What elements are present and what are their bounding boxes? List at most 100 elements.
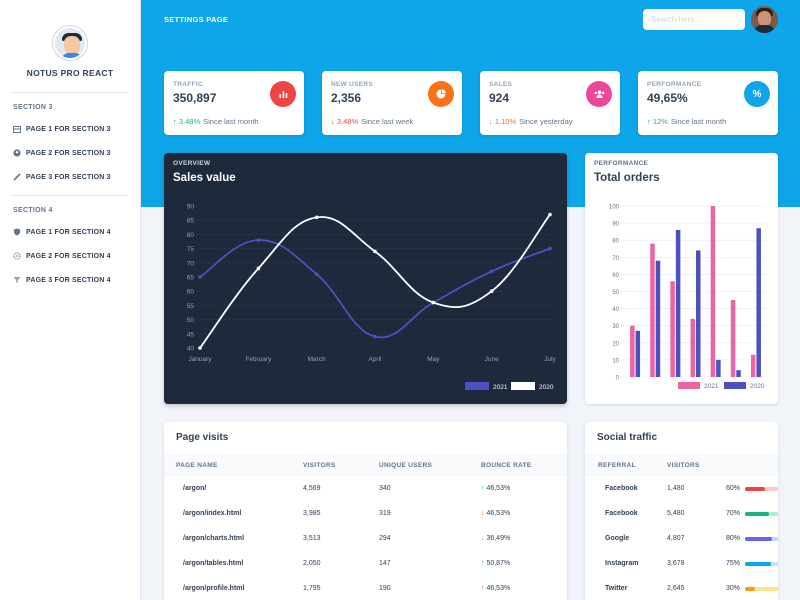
brand[interactable]: NOTUS PRO REACT bbox=[0, 0, 140, 78]
cell-visitors: 3,985 bbox=[303, 510, 321, 517]
stat-change: ↑ 3.48% bbox=[173, 117, 201, 126]
sidebar-item-page3-section3[interactable]: PAGE 3 FOR SECTION 3 bbox=[0, 165, 140, 189]
table-row[interactable]: Google 4,807 80% bbox=[585, 527, 778, 552]
chart-subtitle: PERFORMANCE bbox=[594, 160, 649, 167]
cell-percent: 80% bbox=[726, 535, 741, 542]
table-row[interactable]: /argon/index.html 3,985 319 ↓ 46,53% bbox=[164, 502, 567, 527]
sidebar-section-title: SECTION 4 bbox=[13, 207, 53, 214]
x-tick-label: July bbox=[544, 356, 556, 363]
stat-change: ↓ 1.10% bbox=[489, 117, 517, 126]
sidebar-item-page1-section3[interactable]: PAGE 1 FOR SECTION 3 bbox=[0, 117, 140, 141]
arrow-up-icon: ↑ bbox=[647, 117, 651, 126]
cell-visitors: 1,795 bbox=[303, 585, 321, 592]
stat-title: NEW USERS bbox=[331, 81, 374, 88]
bar-2020 bbox=[696, 250, 701, 377]
arrow-up-icon: ↑ bbox=[173, 117, 177, 126]
cell-referral: Facebook bbox=[605, 485, 638, 492]
cell-percent: 70% bbox=[726, 510, 741, 517]
y-tick-label: 60 bbox=[187, 289, 195, 296]
x-tick-label: January bbox=[188, 356, 212, 363]
table-title: Page visits bbox=[176, 432, 229, 443]
table-row[interactable]: Instagram 3,678 75% bbox=[585, 552, 778, 577]
arrow-up-icon: ↑ bbox=[481, 485, 485, 492]
progress-bar bbox=[745, 487, 778, 491]
page-title: SETTINGS PAGE bbox=[164, 15, 229, 24]
y-tick-label: 55 bbox=[187, 303, 195, 310]
cell-referral: Twitter bbox=[605, 585, 628, 592]
table-row[interactable]: Facebook 1,480 60% bbox=[585, 477, 778, 502]
cell-bounce-rate: ↓ 36,49% bbox=[481, 535, 511, 542]
sidebar-section-title: SECTION 3 bbox=[13, 104, 53, 111]
table-header: PAGE NAME VISITORS UNIQUE USERS BOUNCE R… bbox=[164, 454, 567, 476]
sidebar: NOTUS PRO REACT SECTION 3 PAGE 1 FOR SEC… bbox=[0, 0, 141, 600]
stat-note: Since last week bbox=[361, 117, 414, 126]
arrow-up-icon: ↑ bbox=[481, 560, 485, 567]
paint-brush-icon bbox=[13, 173, 21, 181]
table-row[interactable]: Twitter 2,645 30% bbox=[585, 577, 778, 600]
cell-visitors: 3,513 bbox=[303, 535, 321, 542]
stat-card-performance: PERFORMANCE 49,65% % ↑ 12% Since last mon… bbox=[638, 71, 778, 135]
arrow-down-icon: ↓ bbox=[481, 535, 485, 542]
column-header: UNIQUE USERS bbox=[379, 462, 433, 469]
chart-title: Sales value bbox=[173, 172, 236, 184]
legend-label: 2021 bbox=[704, 383, 719, 390]
chart-title: Total orders bbox=[594, 172, 660, 184]
cell-unique-users: 319 bbox=[379, 510, 391, 517]
divider bbox=[12, 92, 128, 93]
data-point bbox=[373, 249, 377, 254]
table-row[interactable]: Facebook 5,480 70% bbox=[585, 502, 778, 527]
chart-pie-icon bbox=[428, 81, 454, 107]
shield-icon bbox=[13, 228, 21, 236]
data-point bbox=[256, 266, 261, 271]
data-point bbox=[489, 289, 494, 293]
user-avatar[interactable] bbox=[751, 6, 778, 33]
column-header: PAGE NAME bbox=[176, 462, 218, 469]
arrow-down-icon: ↓ bbox=[481, 510, 485, 517]
stat-value: 49,65% bbox=[647, 91, 688, 105]
sidebar-item-label: PAGE 1 FOR SECTION 3 bbox=[26, 125, 111, 133]
stat-title: SALES bbox=[489, 81, 513, 88]
data-point bbox=[548, 246, 552, 251]
bar-2020 bbox=[635, 330, 641, 377]
data-point bbox=[548, 212, 552, 217]
sidebar-item-page3-section4[interactable]: PAGE 3 FOR SECTION 4 bbox=[0, 268, 140, 292]
bar-2021 bbox=[730, 300, 736, 377]
data-point bbox=[373, 334, 377, 339]
brand-avatar bbox=[53, 26, 87, 60]
cell-visitors: 2,050 bbox=[303, 560, 321, 567]
stat-value: 2,356 bbox=[331, 91, 362, 105]
data-point bbox=[314, 272, 319, 276]
y-tick-label: 0 bbox=[616, 376, 620, 382]
stat-change: ↓ 3.48% bbox=[331, 117, 359, 126]
sidebar-item-label: PAGE 3 FOR SECTION 3 bbox=[26, 173, 111, 181]
legend-swatch bbox=[724, 382, 746, 389]
legend-swatch bbox=[465, 382, 489, 390]
bar-2020 bbox=[716, 359, 721, 377]
x-tick-label: April bbox=[368, 356, 382, 363]
y-tick-label: 30 bbox=[612, 324, 619, 330]
y-tick-label: 75 bbox=[187, 246, 195, 253]
table-row[interactable]: /argon/4,569 340 ↑ 46,53% bbox=[164, 477, 567, 502]
search-input[interactable] bbox=[643, 9, 745, 30]
y-tick-label: 50 bbox=[612, 290, 619, 296]
x-tick-label: May bbox=[427, 356, 440, 363]
table-row[interactable]: /argon/charts.html 3,513 294 ↓ 36,49% bbox=[164, 527, 567, 552]
progress-fill bbox=[745, 587, 756, 591]
chart-bar-icon bbox=[270, 81, 296, 107]
cell-bounce-rate: ↑ 50,87% bbox=[481, 560, 511, 567]
stat-card-traffic: TRAFFIC 350,897 ↑ 3.48% Since last month bbox=[164, 71, 304, 135]
table-row[interactable]: /argon/tables.html 2,050 147 ↑ 50,87% bbox=[164, 552, 567, 577]
progress-bar bbox=[745, 512, 778, 516]
bar-2021 bbox=[750, 354, 756, 377]
sidebar-item-page2-section4[interactable]: PAGE 2 FOR SECTION 4 bbox=[0, 244, 140, 268]
sidebar-item-page2-section3[interactable]: PAGE 2 FOR SECTION 3 bbox=[0, 141, 140, 165]
sidebar-item-page1-section4[interactable]: PAGE 1 FOR SECTION 4 bbox=[0, 220, 140, 244]
stat-note: Since last month bbox=[203, 117, 259, 126]
users-icon bbox=[586, 81, 612, 107]
table-row[interactable]: /argon/profile.html 1,795 190 ↑ 46,53% bbox=[164, 577, 567, 600]
progress-bar bbox=[745, 587, 778, 591]
cell-bounce-rate: ↑ 46,53% bbox=[481, 485, 511, 492]
cell-percent: 75% bbox=[726, 560, 741, 567]
sidebar-item-label: PAGE 2 FOR SECTION 4 bbox=[26, 252, 111, 260]
legend-label: 2020 bbox=[750, 383, 765, 390]
